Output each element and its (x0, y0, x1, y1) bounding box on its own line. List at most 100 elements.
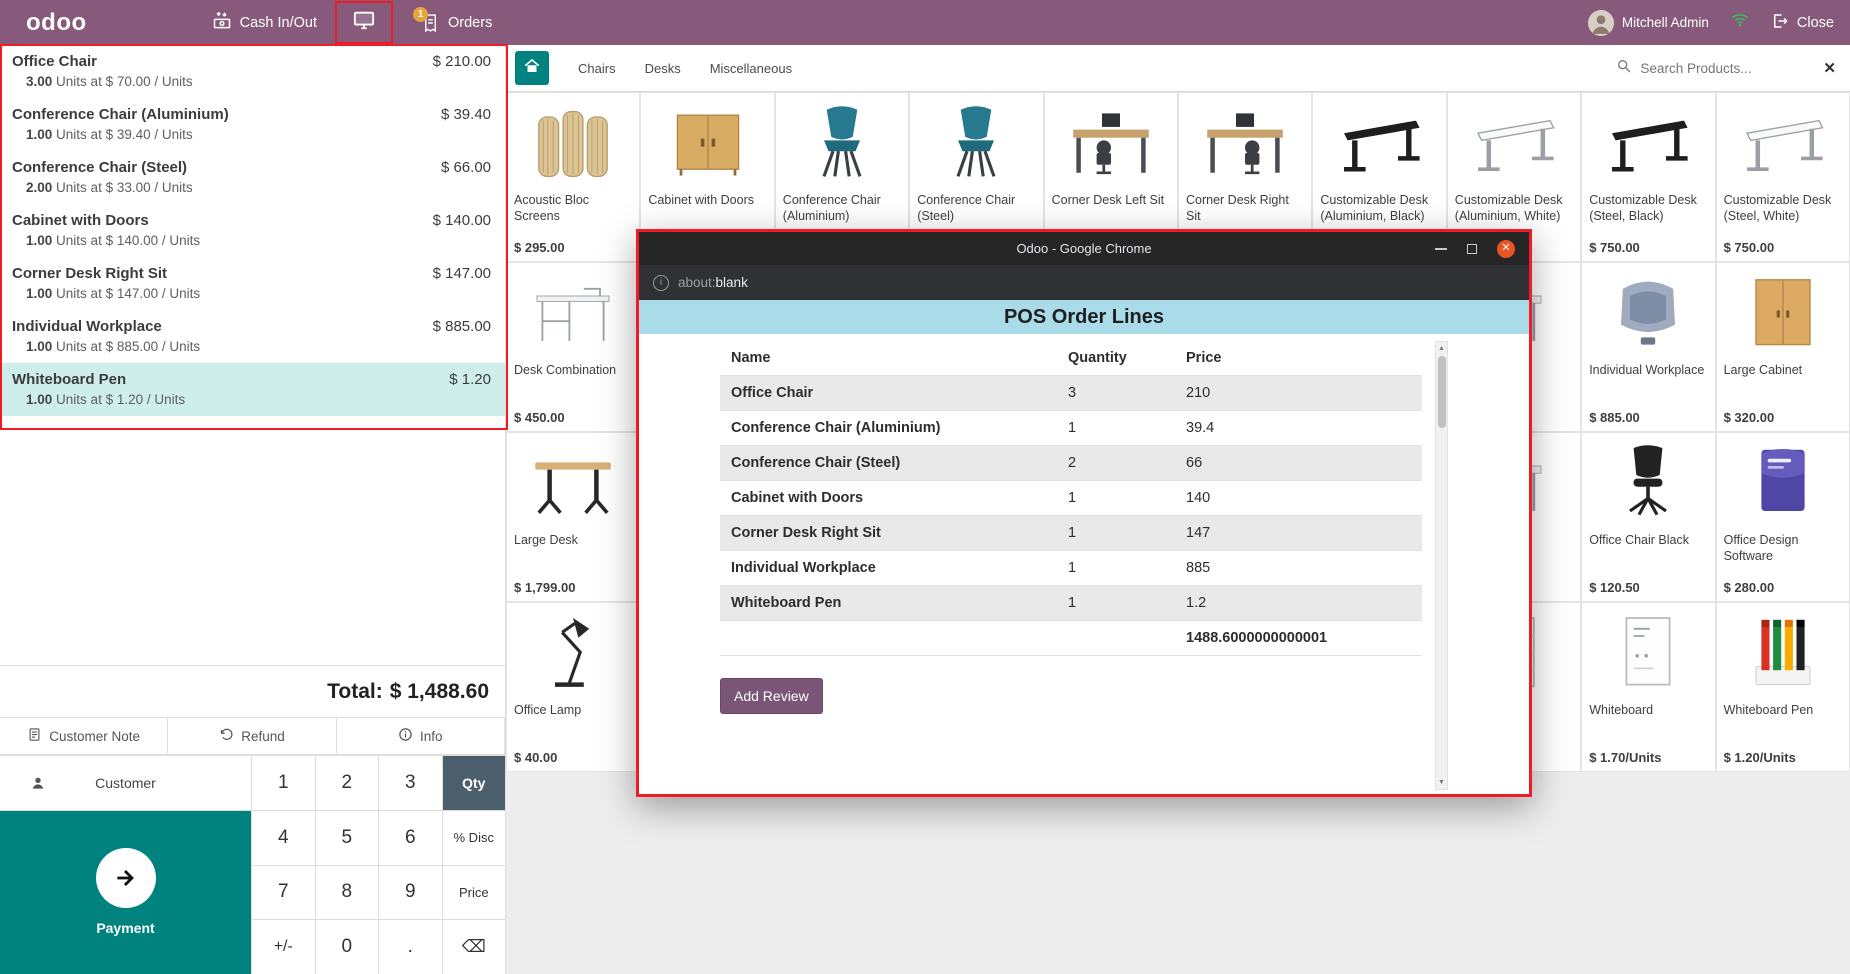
note-icon (27, 727, 42, 745)
product-image-corner-desk-left-sit (1045, 93, 1177, 191)
order-line[interactable]: Conference Chair (Steel) $ 66.00 2.00 Uni… (12, 159, 491, 195)
product-card[interactable]: Desk Combination $ 450.00 (506, 262, 641, 432)
numpad-key-3[interactable]: 3 (379, 756, 442, 810)
maximize-icon[interactable] (1467, 243, 1477, 254)
order-total-value: $ 1,488.60 (389, 679, 489, 703)
popup-page: POS Order Lines Name Quantity Price Offi… (639, 300, 1529, 794)
wifi-icon (1729, 11, 1751, 34)
info-icon (398, 727, 413, 745)
numpad-key-5[interactable]: 5 (315, 810, 378, 865)
payment-button[interactable]: Payment (0, 810, 251, 974)
category-chairs[interactable]: Chairs (578, 60, 616, 76)
product-image-customizable-desk-steel-black (1582, 93, 1714, 191)
window-close-icon[interactable]: ✕ (1497, 239, 1515, 258)
product-card[interactable]: Whiteboard $ 1.70/Units (1581, 602, 1716, 772)
numpad-key-9[interactable]: 9 (379, 865, 442, 920)
product-image-desk-combination (507, 263, 639, 361)
close-button[interactable]: Close (1771, 12, 1834, 34)
product-card[interactable]: Individual Workplace $ 885.00 (1581, 262, 1716, 432)
pos-order-lines-title: POS Order Lines (639, 300, 1529, 334)
numpad-key-8[interactable]: 8 (315, 865, 378, 920)
cash-in-out-button[interactable]: Cash In/Out (212, 11, 317, 35)
product-card[interactable]: Whiteboard Pen $ 1.20/Units (1715, 602, 1850, 772)
product-card[interactable]: Large Cabinet $ 320.00 (1715, 262, 1850, 432)
avatar (1587, 9, 1614, 36)
logout-icon (1771, 12, 1789, 34)
minimize-icon[interactable] (1435, 247, 1447, 250)
product-image-conference-chair-aluminium (776, 93, 908, 191)
numpad-key-price[interactable]: Price (442, 865, 505, 920)
product-image-corner-desk-right-sit (1179, 93, 1311, 191)
product-image-office-lamp (507, 603, 639, 701)
table-row: Individual Workplace 1 885 (720, 551, 1422, 586)
product-image-large-desk (507, 433, 639, 531)
refund-button[interactable]: Refund (168, 717, 337, 755)
product-image-customizable-desk-steel-white (1717, 93, 1849, 191)
receipt-icon: 1 (413, 6, 440, 33)
numpad-key-percent-disc[interactable]: % Disc (442, 810, 505, 865)
search-icon (1616, 58, 1632, 79)
numpad-key-1[interactable]: 1 (252, 756, 315, 810)
table-row: Corner Desk Right Sit 1 147 (720, 516, 1422, 551)
product-card[interactable]: Office Design Software $ 280.00 (1715, 432, 1850, 602)
product-card[interactable]: Acoustic Bloc Screens $ 295.00 (506, 92, 641, 262)
popup-urlbar: i about:blank (639, 265, 1529, 300)
numpad-key-backspace[interactable]: ⌫ (442, 920, 505, 974)
order-total: Total: $ 1,488.60 (0, 665, 505, 717)
user-menu[interactable]: Mitchell Admin (1587, 9, 1709, 36)
order-line[interactable]: Office Chair $ 210.00 3.00 Units at $ 70.… (12, 53, 491, 89)
product-image-large-cabinet (1717, 263, 1849, 361)
add-review-button[interactable]: Add Review (720, 678, 823, 714)
scroll-down-icon[interactable]: ▼ (1438, 779, 1445, 786)
order-controls: Customer Note Refund Info (0, 717, 505, 755)
product-image-office-design-software (1717, 433, 1849, 531)
popup-url: about:blank (678, 275, 748, 290)
numpad-key-dot[interactable]: . (379, 920, 442, 974)
category-bar: Chairs Desks Miscellaneous ✕ (506, 45, 1850, 92)
product-image-individual-workplace (1582, 263, 1714, 361)
order-line[interactable]: Cabinet with Doors $ 140.00 1.00 Units at… (12, 212, 491, 248)
customer-button[interactable]: Customer (0, 756, 251, 810)
numpad-key-0[interactable]: 0 (315, 920, 378, 974)
order-line[interactable]: Corner Desk Right Sit $ 147.00 1.00 Units… (12, 265, 491, 301)
search-input[interactable] (1640, 60, 1816, 76)
home-category-button[interactable] (515, 51, 549, 85)
order-lines-list: Office Chair $ 210.00 3.00 Units at $ 70.… (0, 45, 505, 416)
numpad-key-7[interactable]: 7 (252, 865, 315, 920)
customer-display-icon[interactable] (352, 9, 376, 36)
table-row: Cabinet with Doors 1 140 (720, 481, 1422, 516)
customer-note-button[interactable]: Customer Note (0, 717, 169, 755)
product-card[interactable]: Office Lamp $ 40.00 (506, 602, 641, 772)
numpad-key-plus-minus[interactable]: +/- (252, 920, 315, 974)
product-image-acoustic-bloc-screens (507, 93, 639, 191)
numpad-key-4[interactable]: 4 (252, 810, 315, 865)
info-button[interactable]: Info (336, 717, 505, 755)
scrollbar-thumb[interactable] (1438, 356, 1446, 428)
product-image-office-chair-black (1582, 433, 1714, 531)
cash-icon (212, 11, 232, 35)
category-desks[interactable]: Desks (644, 60, 681, 76)
numpad-key-qty[interactable]: Qty (442, 756, 505, 810)
numpad-key-6[interactable]: 6 (379, 810, 442, 865)
order-line[interactable]: Conference Chair (Aluminium) $ 39.40 1.00… (12, 106, 491, 142)
search-box: ✕ (1616, 58, 1836, 79)
category-miscellaneous[interactable]: Miscellaneous (709, 60, 793, 76)
table-total-value: 1488.6000000000001 (1186, 630, 1328, 646)
product-image-customizable-desk-aluminium-black (1313, 93, 1445, 191)
product-card[interactable]: Large Desk $ 1,799.00 (506, 432, 641, 602)
orders-button[interactable]: 1 Orders (413, 6, 492, 33)
clear-search-icon[interactable]: ✕ (1823, 60, 1836, 77)
product-card[interactable]: Customizable Desk (Steel, Black) $ 750.0… (1581, 92, 1716, 262)
order-line-selected[interactable]: Whiteboard Pen $ 1.20 1.00 Units at $ 1.2… (0, 363, 505, 416)
numpad-key-2[interactable]: 2 (315, 756, 378, 810)
popup-scrollbar[interactable]: ▲ ▼ (1435, 341, 1448, 790)
annotation-box-monitor (335, 1, 394, 44)
topbar: odoo Cash In/Out 1 Orders (0, 0, 1850, 45)
popup-titlebar: Odoo - Google Chrome ✕ (639, 232, 1529, 265)
numpad: Customer 1 2 3 Qty Payment 4 5 6 % Disc … (0, 755, 505, 974)
product-card[interactable]: Office Chair Black $ 120.50 (1581, 432, 1716, 602)
product-card[interactable]: Customizable Desk (Steel, White) $ 750.0… (1715, 92, 1850, 262)
order-line[interactable]: Individual Workplace $ 885.00 1.00 Units … (12, 318, 491, 354)
page-info-icon[interactable]: i (653, 274, 669, 291)
scroll-up-icon[interactable]: ▲ (1438, 345, 1445, 352)
